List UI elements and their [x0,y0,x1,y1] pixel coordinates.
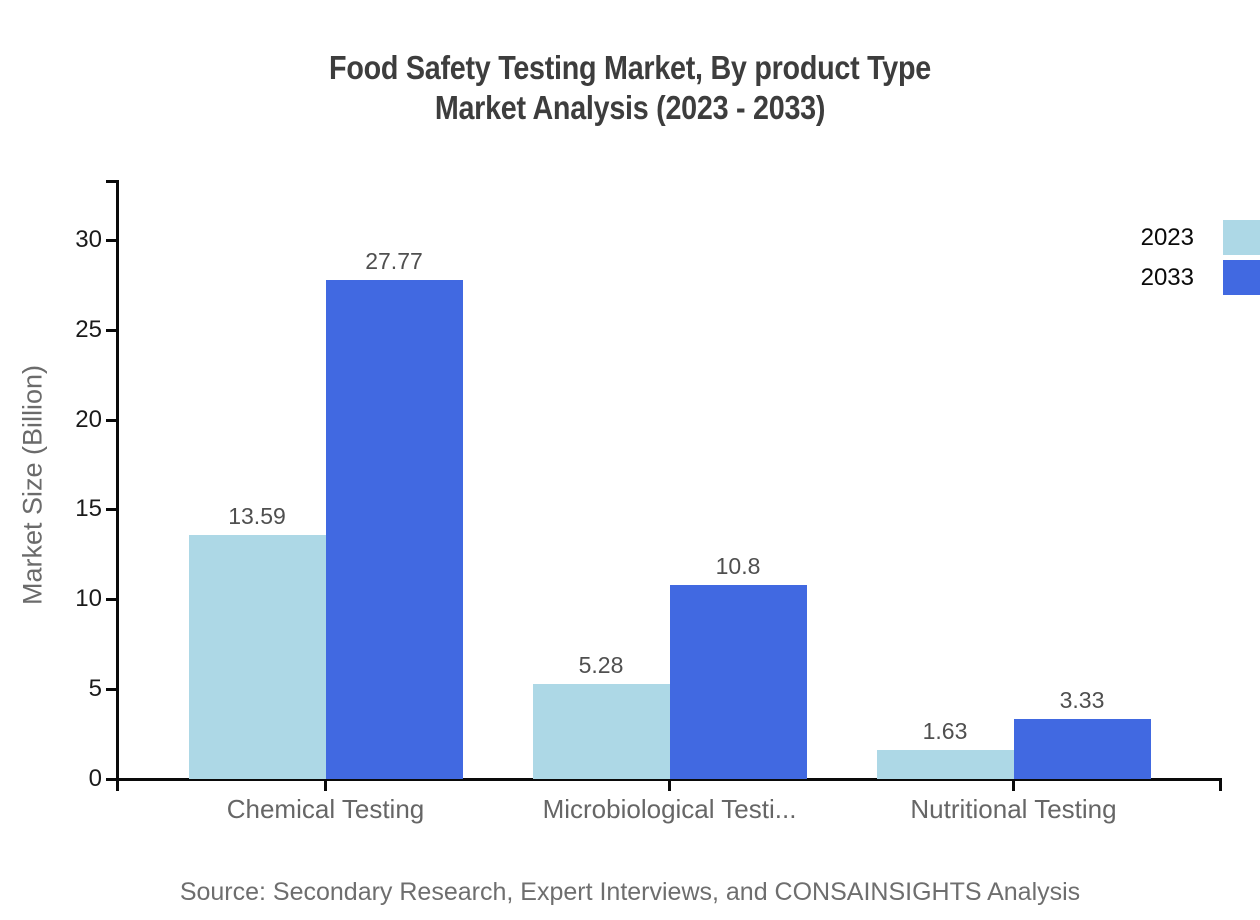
x-category-label: Nutritional Testing [910,794,1117,824]
y-tick-label: 20 [75,406,102,433]
bar-value-label: 13.59 [228,503,286,529]
bar-value-label: 27.77 [365,248,423,274]
legend-swatch-2033 [1223,260,1260,295]
x-tick [668,781,671,791]
bar-value-label: 1.63 [922,718,968,744]
legend-label: 2023 [1140,223,1194,251]
legend-label: 2033 [1140,263,1194,291]
y-tick [106,419,116,422]
source-note: Source: Secondary Research, Expert Inter… [179,878,1081,906]
y-axis-line [116,180,119,791]
y-tick [106,508,116,511]
legend-item: 2023 [940,220,1260,255]
y-tick [106,239,116,242]
chart-title-line2: Market Analysis (2023 - 2033) [434,89,826,126]
y-tick-label: 10 [75,585,102,612]
bar-value-label: 5.28 [578,652,624,678]
x-axis-end-cap [1219,778,1222,791]
y-tick [106,688,116,691]
bar-value-label: 3.33 [1059,687,1105,713]
bar-2033 [325,280,463,779]
chart-title-line1: Food Safety Testing Market, By product T… [329,49,931,86]
x-tick [1012,781,1015,791]
y-tick-label: 25 [75,316,102,343]
y-tick [106,598,116,601]
x-axis-line [116,778,1222,781]
x-category-label: Chemical Testing [226,794,425,824]
y-tick [106,329,116,332]
y-tick-label: 15 [75,495,102,522]
legend-item: 2033 [940,260,1260,295]
y-tick-label: 5 [88,675,102,702]
y-tick [106,778,116,781]
bar-value-label: 10.8 [715,553,761,579]
bar-2033 [669,585,807,779]
legend: 2023 2033 [940,220,1260,300]
bar-2023 [876,750,1014,779]
y-tick-label: 30 [75,226,102,253]
bar-2023 [188,535,326,779]
y-axis-top-cap [106,180,119,183]
legend-swatch-2023 [1223,220,1260,255]
x-category-label: Microbiological Testi... [542,794,797,824]
bar-2023 [532,684,670,779]
bar-2033 [1013,719,1151,779]
y-tick-label: 0 [88,765,102,792]
x-tick [324,781,327,791]
chart-title: Food Safety Testing Market, By product T… [82,48,1178,128]
